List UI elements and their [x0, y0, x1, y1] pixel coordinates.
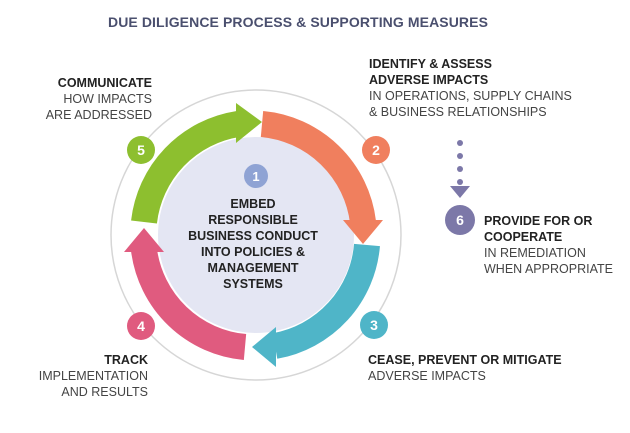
step-heading: PROVIDE FOR OR: [484, 214, 593, 228]
svg-text:3: 3: [370, 317, 378, 333]
label-provide: PROVIDE FOR OR COOPERATE IN REMEDIATION …: [484, 213, 624, 277]
arrow-communicate: [131, 103, 262, 224]
badge-6: 6: [445, 205, 475, 235]
step-heading: IDENTIFY & ASSESS: [369, 57, 492, 71]
svg-text:1: 1: [252, 169, 259, 184]
step-heading: ADVERSE IMPACTS: [369, 73, 489, 87]
diagram-title: DUE DILIGENCE PROCESS & SUPPORTING MEASU…: [108, 14, 489, 30]
step-detail: AND RESULTS: [61, 385, 148, 399]
center-line: INTO POLICIES &: [201, 245, 305, 259]
center-line: EMBED: [230, 197, 276, 211]
step-detail: & BUSINESS RELATIONSHIPS: [369, 105, 547, 119]
step-detail: HOW IMPACTS: [63, 92, 152, 106]
step-heading: CEASE, PREVENT OR MITIGATE: [368, 353, 562, 367]
label-communicate: COMMUNICATE HOW IMPACTS ARE ADDRESSED: [0, 75, 152, 123]
center-text: EMBED RESPONSIBLE BUSINESS CONDUCT INTO …: [188, 196, 318, 292]
outer-ring: [110, 89, 402, 381]
svg-text:5: 5: [137, 142, 145, 158]
badge-1: 1: [244, 164, 268, 188]
step-detail: IMPLEMENTATION: [38, 369, 148, 383]
step-detail: ARE ADDRESSED: [45, 108, 152, 122]
label-cease: CEASE, PREVENT OR MITIGATE ADVERSE IMPAC…: [368, 352, 618, 384]
badge-2: 2: [362, 136, 390, 164]
step-heading: TRACK: [104, 353, 148, 367]
arrow-identify: [260, 111, 383, 244]
arrow-cease: [252, 243, 380, 367]
label-identify: IDENTIFY & ASSESS ADVERSE IMPACTS IN OPE…: [369, 56, 589, 120]
center-line: RESPONSIBLE: [208, 213, 298, 227]
badge-3: 3: [360, 311, 388, 339]
svg-text:4: 4: [137, 318, 145, 334]
step-heading: COOPERATE: [484, 230, 563, 244]
step-detail: ADVERSE IMPACTS: [368, 369, 486, 383]
dotted-connector: [450, 140, 470, 198]
step-heading: COMMUNICATE: [57, 76, 152, 90]
step-detail: IN OPERATIONS, SUPPLY CHAINS: [369, 89, 572, 103]
svg-text:6: 6: [456, 212, 464, 228]
step-detail: IN REMEDIATION: [484, 246, 586, 260]
center-line: MANAGEMENT SYSTEMS: [207, 261, 299, 291]
badge-4: 4: [127, 312, 155, 340]
badge-5: 5: [127, 136, 155, 164]
center-line: BUSINESS CONDUCT: [188, 229, 318, 243]
step-detail: WHEN APPROPRIATE: [484, 262, 613, 276]
arrow-track: [124, 228, 247, 360]
label-track: TRACK IMPLEMENTATION AND RESULTS: [0, 352, 148, 400]
svg-text:2: 2: [372, 142, 380, 158]
center-circle: [158, 137, 354, 333]
